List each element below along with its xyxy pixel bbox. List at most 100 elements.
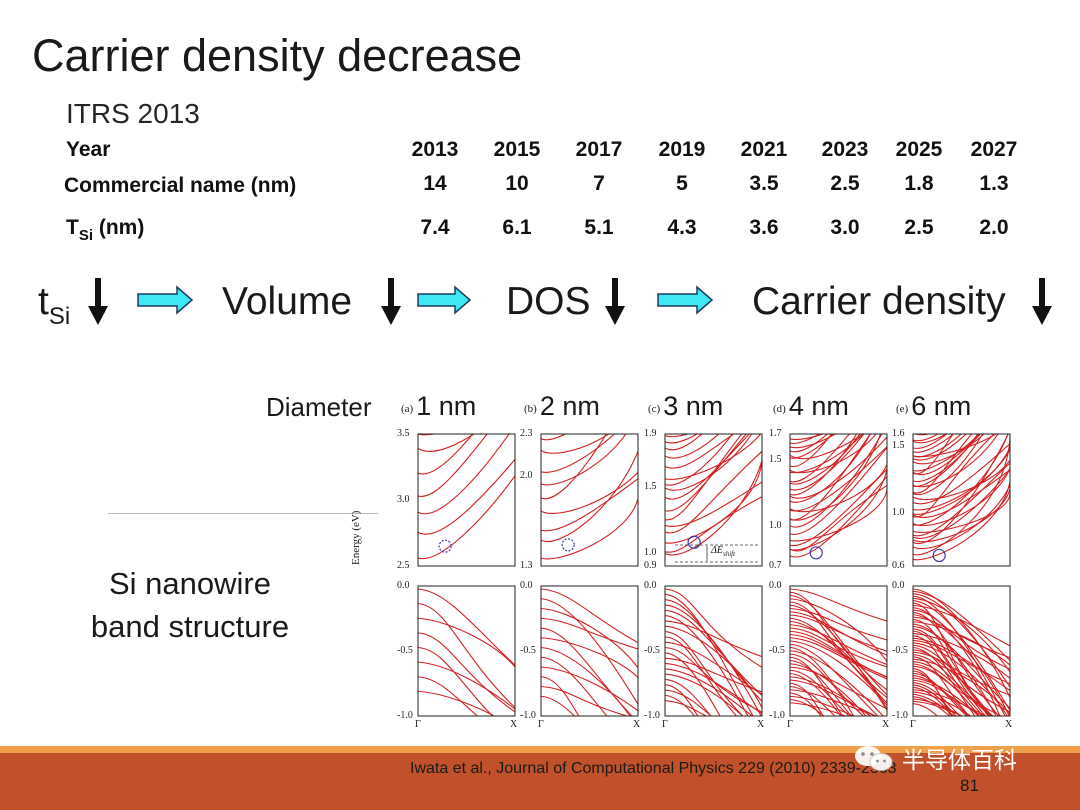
band-line [790,659,852,716]
band-line [665,641,762,695]
band-line [913,447,1010,515]
band-line [790,620,887,710]
band-line [541,656,608,716]
table-cell-years: 2023 [821,138,869,161]
band-line [665,689,712,716]
band-line [418,603,515,708]
band-line [790,663,867,716]
x-tick-label: Γ [538,719,544,730]
band-line [790,669,850,716]
band-line [418,661,515,710]
band-line [790,489,887,542]
band-line [913,314,1010,426]
valence-bands [665,588,762,716]
band-line [790,611,887,656]
band-line [541,637,638,678]
panel-diameter: 2 nm [539,391,600,421]
band-line [418,434,488,497]
band-line [665,434,733,486]
band-line [418,434,510,515]
band-line [541,434,627,486]
band-line [790,434,871,521]
band-line [790,637,887,680]
band-line [913,625,1010,709]
band-line [913,621,1010,666]
band-line [790,468,887,547]
band-line [665,609,762,696]
band-line [790,676,872,716]
band-line [913,434,982,475]
figure-caption: Si nanowire band structure [40,562,340,648]
band-line [913,632,1010,679]
band-line [665,434,735,469]
band-line [913,679,985,716]
band-line [913,434,967,461]
band-line [790,653,865,716]
table-cell-tsi: 3.0 [830,216,860,239]
table-cell-tsi: 4.3 [667,216,697,239]
cb-tick-label: 1.7 [769,428,782,439]
band-line [665,657,762,693]
delta-e-shift-label: ΔEshift [711,545,735,558]
band-line [541,646,631,716]
valence-bands [790,588,887,716]
table-cell-commercial: 1.8 [904,172,934,195]
band-line [913,489,1010,543]
band-line [790,672,842,716]
x-tick-label: X [757,719,765,730]
band-panel [789,433,888,717]
band-line [913,604,1010,647]
band-line [418,690,495,716]
band-line [418,617,515,668]
vb-tick-label: 0.0 [397,580,410,591]
band-line [913,691,972,716]
band-line [913,675,969,716]
cb-tick-label: 1.5 [644,480,657,492]
band-line [913,434,999,488]
panel-tag: (a) [401,403,414,415]
conduction-bands [418,434,515,560]
table-tsi-label-unit: (nm) [93,216,145,239]
slide-subtitle: ITRS 2013 [66,98,200,129]
delta-e-label: ΔE [711,545,723,556]
x-tick-label: X [882,719,890,730]
band-line [418,475,515,560]
band-line [913,660,992,716]
slide-title: Carrier density decrease [32,30,523,81]
cb-frame [664,433,763,567]
band-line [913,696,951,716]
band-line [790,434,865,491]
band-line [913,590,1010,661]
cb-tick-label: 2.3 [520,428,533,439]
band-line [913,434,948,449]
band-line [790,633,887,678]
band-line [790,695,856,716]
band-line [541,471,638,514]
band-line [665,434,698,444]
table-cell-years: 2027 [970,138,1018,161]
table-tsi-label-main: T [66,216,79,239]
band-line [913,686,954,716]
band-line [541,434,567,441]
band-line [665,434,690,438]
band-panel [664,433,763,717]
flow-arrows [88,278,1052,325]
band-line [790,588,887,622]
band-line [790,434,850,483]
band-line [665,700,708,716]
band-minimum-circle [561,538,575,552]
table-cell-commercial: 1.3 [979,172,1009,195]
band-line [665,434,743,521]
band-line [913,434,1009,526]
band-panel [912,314,1011,717]
citation: Iwata et al., Journal of Computational P… [410,760,897,777]
conduction-bands [790,434,887,558]
band-line [665,673,744,716]
band-line [790,446,887,512]
band-line [541,695,576,716]
down-arrow-icon [88,278,108,325]
cb-tick-label: 1.9 [644,428,657,439]
panel-header: (b) 2 nm [524,391,600,422]
band-line [790,594,887,696]
valence-bands [541,588,638,716]
